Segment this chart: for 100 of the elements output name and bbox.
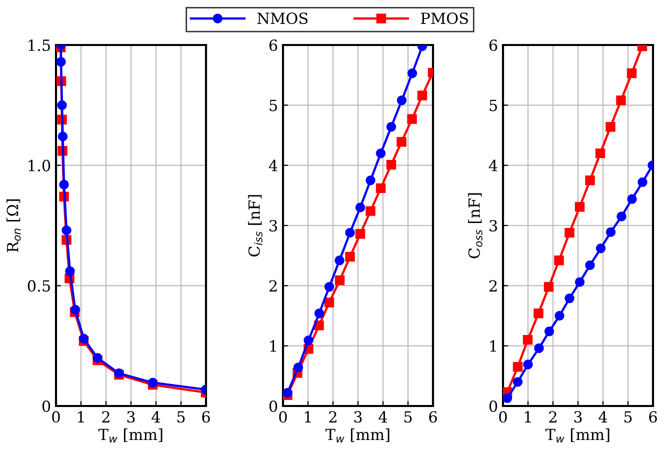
point — [626, 68, 637, 78]
point — [534, 308, 544, 318]
point — [544, 282, 554, 292]
x-tick-label: 5 — [624, 411, 632, 423]
point — [554, 256, 564, 266]
x-tick-label: 0 — [499, 411, 507, 423]
legend-label: PMOS — [421, 12, 468, 24]
point — [585, 176, 595, 186]
y-tick-label: 1 — [270, 340, 276, 352]
point — [304, 336, 314, 346]
point — [564, 228, 574, 238]
y-axis-title: R$_{on}$ [Ω] — [6, 199, 21, 252]
y-axis-title: C$_{iss}$ [nF] — [248, 195, 262, 256]
x-tick-label: 2 — [329, 411, 336, 422]
point — [554, 310, 564, 321]
point — [407, 68, 418, 78]
point — [56, 56, 66, 67]
y-tick-label: 4 — [488, 160, 498, 172]
point — [396, 95, 407, 106]
point — [345, 252, 355, 262]
y-tick-label: 0 — [269, 400, 278, 412]
point — [522, 334, 533, 345]
y-tick-label: 3 — [490, 220, 498, 232]
point — [574, 277, 585, 287]
legend-label: NMOS — [257, 12, 308, 24]
y-tick-label: 0.5 — [28, 280, 50, 292]
x-tick-label: 1 — [305, 411, 311, 422]
point — [57, 100, 67, 110]
y-tick-label: 5 — [270, 100, 277, 112]
point — [523, 360, 533, 370]
point — [92, 353, 102, 363]
point — [386, 122, 396, 132]
x-tick-label: 1 — [525, 411, 531, 422]
x-tick-label: 2 — [549, 411, 556, 422]
point — [59, 180, 69, 190]
x-tick-label: 0 — [279, 411, 287, 423]
point — [616, 95, 626, 106]
point — [596, 244, 606, 254]
y-axis-title: C$_{oss}$ [nF] — [468, 193, 482, 258]
x-tick-label: 4 — [378, 411, 388, 422]
point — [345, 228, 355, 238]
point — [324, 298, 334, 308]
point — [70, 304, 80, 315]
x-tick-label: 3 — [574, 411, 582, 423]
y-tick-label: 1.0 — [28, 160, 50, 172]
x-tick-label: 0 — [52, 411, 60, 423]
x-tick-label: 5 — [177, 411, 185, 423]
point — [417, 90, 428, 100]
y-tick-label: 6 — [489, 39, 498, 52]
point — [396, 137, 406, 147]
point — [574, 202, 585, 212]
point — [324, 282, 334, 292]
point — [627, 194, 637, 204]
point — [606, 122, 616, 132]
point — [334, 275, 345, 286]
point — [595, 148, 606, 158]
y-tick-label: 1.5 — [28, 39, 50, 52]
point — [58, 132, 68, 142]
x-tick-label: 4 — [598, 411, 608, 422]
x-tick-label: 6 — [649, 411, 657, 423]
point — [503, 393, 512, 404]
point — [355, 229, 366, 239]
point — [366, 206, 376, 216]
point — [293, 362, 304, 372]
point — [544, 326, 554, 336]
point — [512, 377, 523, 387]
y-tick-label: 3 — [270, 220, 278, 232]
y-tick-label: 2 — [489, 280, 497, 292]
x-tick-label: 6 — [429, 411, 437, 423]
y-tick-label: 1 — [490, 340, 496, 352]
point — [283, 388, 292, 398]
x-axis-title: T$_{w}$ [mm] — [325, 428, 390, 443]
point — [585, 260, 595, 270]
point — [534, 343, 544, 354]
y-tick-label: 6 — [269, 39, 278, 52]
x-tick-label: 1 — [78, 411, 84, 422]
x-tick-label: 6 — [202, 411, 210, 423]
x-tick-label: 5 — [404, 411, 412, 423]
y-tick-label: 0 — [489, 400, 498, 412]
point — [376, 148, 386, 158]
point — [62, 225, 72, 236]
point — [65, 266, 75, 276]
x-axis-title: T$_{w}$ [mm] — [545, 428, 610, 443]
y-tick-label: 2 — [269, 280, 277, 292]
x-tick-label: 3 — [127, 411, 135, 423]
x-tick-label: 3 — [354, 411, 362, 423]
point — [564, 293, 574, 304]
x-tick-label: 4 — [152, 411, 160, 422]
x-tick-label: 2 — [102, 411, 110, 422]
point — [638, 177, 648, 188]
point — [366, 176, 376, 186]
point — [355, 202, 366, 212]
point — [407, 114, 417, 124]
point — [512, 362, 523, 372]
point — [386, 160, 396, 170]
x-axis-title: T$_{w}$ [mm] — [98, 428, 162, 443]
point — [78, 334, 89, 344]
point — [376, 183, 386, 194]
point — [334, 256, 344, 266]
y-tick-label: 5 — [490, 100, 497, 112]
